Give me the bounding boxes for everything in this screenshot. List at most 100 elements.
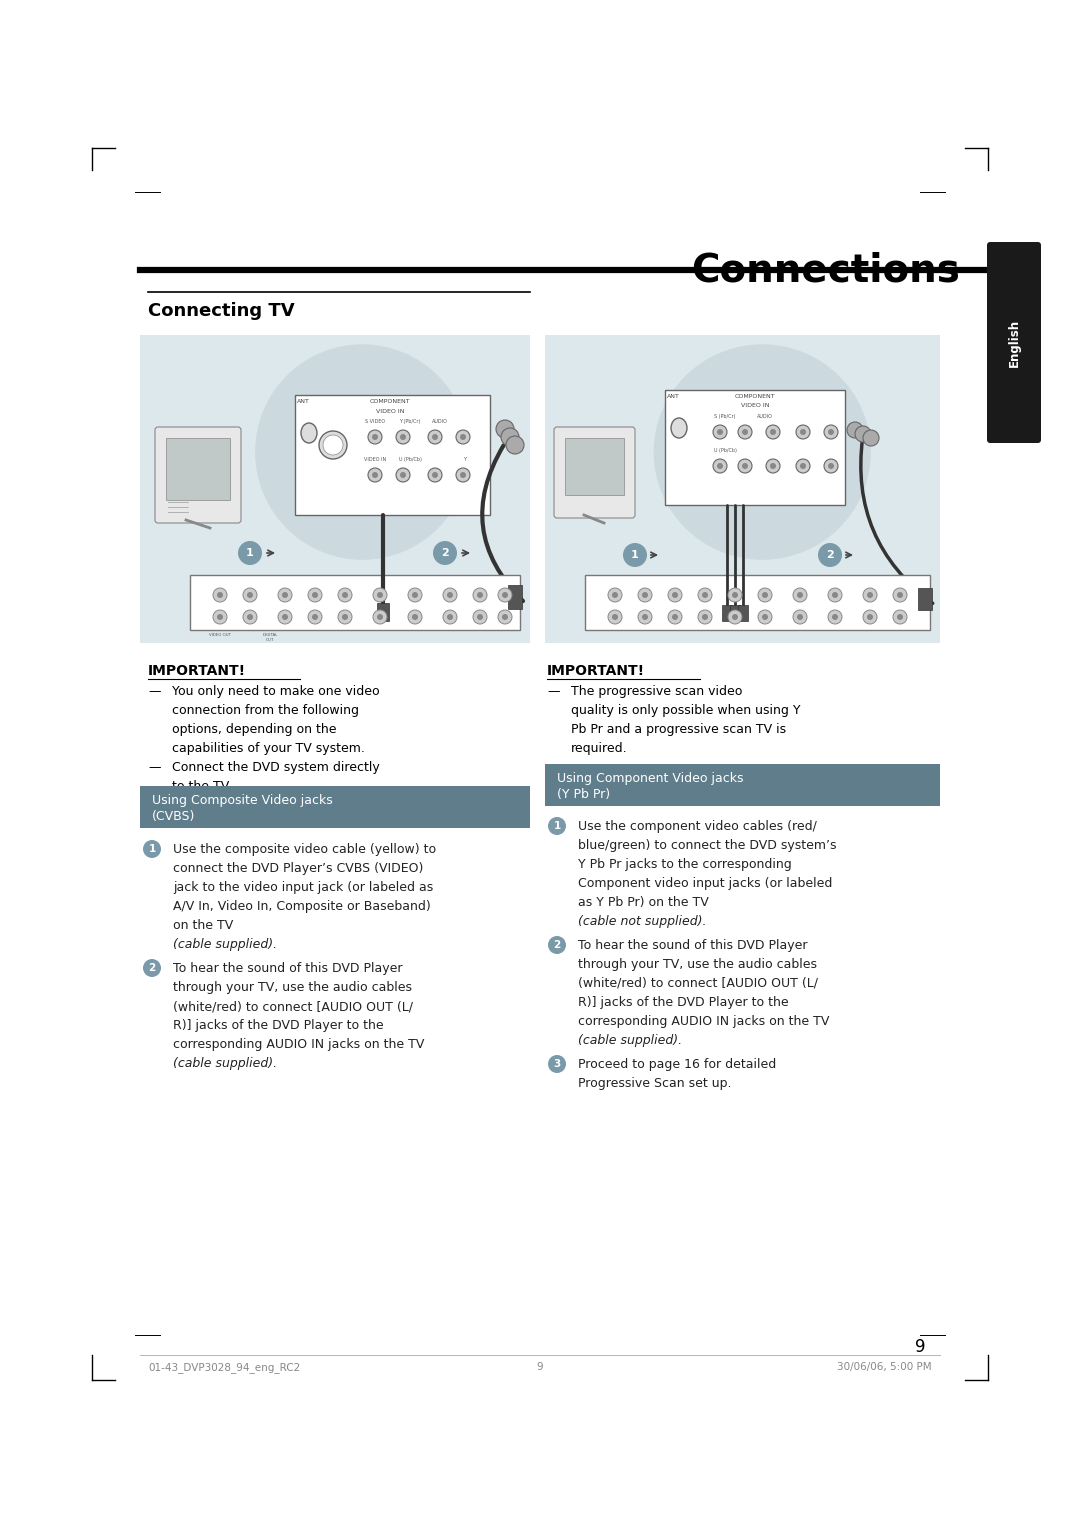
Ellipse shape (897, 591, 903, 597)
Ellipse shape (447, 591, 453, 597)
Text: —: — (148, 685, 161, 698)
FancyBboxPatch shape (545, 335, 940, 643)
Ellipse shape (672, 614, 678, 620)
Ellipse shape (308, 610, 322, 623)
Ellipse shape (372, 434, 378, 440)
FancyBboxPatch shape (295, 396, 490, 515)
Text: 01-43_DVP3028_94_eng_RC2: 01-43_DVP3028_94_eng_RC2 (148, 1361, 300, 1372)
Ellipse shape (507, 435, 524, 454)
Ellipse shape (758, 610, 772, 623)
FancyBboxPatch shape (156, 426, 241, 523)
Ellipse shape (282, 614, 288, 620)
Ellipse shape (770, 429, 777, 435)
Ellipse shape (669, 588, 681, 602)
Ellipse shape (396, 468, 410, 481)
Text: (white/red) to connect [AUDIO OUT (L/: (white/red) to connect [AUDIO OUT (L/ (578, 976, 818, 990)
Ellipse shape (828, 610, 842, 623)
Text: Connecting TV: Connecting TV (148, 303, 295, 319)
Text: VIDEO IN: VIDEO IN (741, 403, 769, 408)
Ellipse shape (243, 588, 257, 602)
Ellipse shape (698, 610, 712, 623)
Ellipse shape (642, 591, 648, 597)
Ellipse shape (800, 463, 806, 469)
Ellipse shape (893, 588, 907, 602)
Ellipse shape (372, 472, 378, 478)
Ellipse shape (338, 610, 352, 623)
Text: Y (Pb/Cr): Y (Pb/Cr) (400, 419, 421, 423)
Text: blue/green) to connect the DVD system’s: blue/green) to connect the DVD system’s (578, 839, 837, 853)
Ellipse shape (498, 610, 512, 623)
Ellipse shape (312, 614, 318, 620)
Bar (140, 785, 530, 828)
Text: Progressive Scan set up.: Progressive Scan set up. (578, 1077, 731, 1089)
Text: 2: 2 (553, 940, 561, 950)
Text: U (Pb/Cb): U (Pb/Cb) (399, 457, 421, 461)
Text: Y Pb Pr jacks to the corresponding: Y Pb Pr jacks to the corresponding (578, 859, 792, 871)
Ellipse shape (855, 426, 870, 442)
Text: (white/red) to connect [AUDIO OUT (L/: (white/red) to connect [AUDIO OUT (L/ (173, 999, 413, 1013)
Ellipse shape (396, 429, 410, 445)
Text: 30/06/06, 5:00 PM: 30/06/06, 5:00 PM (837, 1361, 932, 1372)
Ellipse shape (217, 614, 222, 620)
Ellipse shape (377, 591, 383, 597)
Ellipse shape (411, 591, 418, 597)
Text: S (Pb/Cr): S (Pb/Cr) (714, 414, 735, 419)
Text: 1: 1 (246, 549, 254, 558)
Text: corresponding AUDIO IN jacks on the TV: corresponding AUDIO IN jacks on the TV (173, 1038, 424, 1051)
Ellipse shape (411, 614, 418, 620)
Text: A/V In, Video In, Composite or Baseband): A/V In, Video In, Composite or Baseband) (173, 900, 431, 914)
Ellipse shape (766, 458, 780, 474)
Text: COMPONENT: COMPONENT (369, 399, 410, 403)
Text: S VIDEO: S VIDEO (365, 419, 386, 423)
Ellipse shape (238, 541, 262, 565)
Bar (565, 439, 624, 495)
Ellipse shape (323, 435, 343, 455)
Text: Connections: Connections (691, 252, 960, 290)
Text: jack to the video input jack (or labeled as: jack to the video input jack (or labeled… (173, 882, 433, 894)
Ellipse shape (732, 614, 738, 620)
Ellipse shape (282, 591, 288, 597)
Text: 2: 2 (148, 963, 156, 973)
Ellipse shape (642, 614, 648, 620)
Ellipse shape (766, 425, 780, 439)
Ellipse shape (456, 429, 470, 445)
Ellipse shape (828, 429, 834, 435)
Ellipse shape (217, 591, 222, 597)
Ellipse shape (460, 434, 465, 440)
Ellipse shape (368, 429, 382, 445)
Text: quality is only possible when using Y: quality is only possible when using Y (571, 704, 800, 717)
Ellipse shape (832, 591, 838, 597)
Ellipse shape (867, 614, 873, 620)
Text: ANT: ANT (666, 394, 679, 399)
Ellipse shape (477, 591, 483, 597)
Ellipse shape (548, 817, 566, 834)
Ellipse shape (897, 614, 903, 620)
Ellipse shape (433, 541, 457, 565)
Ellipse shape (548, 937, 566, 953)
Text: ANT: ANT (297, 399, 310, 403)
Ellipse shape (400, 472, 406, 478)
Ellipse shape (796, 458, 810, 474)
Ellipse shape (432, 434, 438, 440)
Text: COMPONENT: COMPONENT (734, 394, 775, 399)
Ellipse shape (308, 588, 322, 602)
Ellipse shape (312, 591, 318, 597)
Text: VIDEO IN: VIDEO IN (364, 457, 387, 461)
Bar (738, 605, 748, 620)
Bar (723, 605, 732, 620)
Ellipse shape (800, 429, 806, 435)
Ellipse shape (713, 458, 727, 474)
Text: Using Composite Video jacks: Using Composite Video jacks (152, 795, 333, 807)
Ellipse shape (702, 614, 708, 620)
Ellipse shape (623, 542, 647, 567)
Ellipse shape (824, 425, 838, 439)
Text: 2: 2 (441, 549, 449, 558)
Ellipse shape (713, 425, 727, 439)
Bar (545, 764, 940, 805)
Text: 1: 1 (553, 821, 561, 831)
Ellipse shape (342, 614, 348, 620)
Text: Component video input jacks (or labeled: Component video input jacks (or labeled (578, 877, 833, 889)
Ellipse shape (818, 542, 842, 567)
FancyBboxPatch shape (987, 241, 1041, 443)
Ellipse shape (213, 588, 227, 602)
